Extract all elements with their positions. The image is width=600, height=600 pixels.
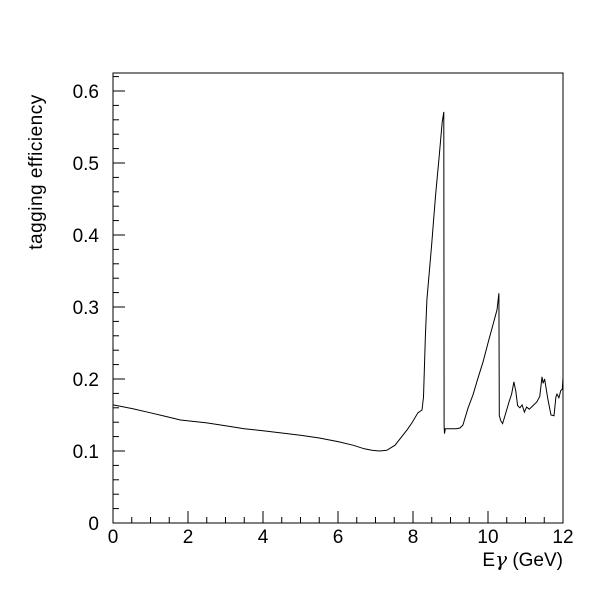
y-axis-title: tagging efficiency <box>25 42 49 302</box>
y-tick-label: 0.2 <box>73 370 99 391</box>
x-tick-label: 8 <box>408 527 419 548</box>
x-axis-title-suffix: (GeV) <box>507 550 563 571</box>
x-tick-label: 2 <box>183 527 194 548</box>
y-tick-label: 0.5 <box>73 154 99 175</box>
x-tick-label: 6 <box>333 527 344 548</box>
gamma-symbol: γ <box>495 547 508 571</box>
x-tick-label: 4 <box>258 527 269 548</box>
x-tick-label: 0 <box>108 527 119 548</box>
efficiency-curve <box>112 111 564 452</box>
x-axis-title: Eγ (GeV) <box>482 547 563 572</box>
y-tick-label: 0 <box>88 514 99 535</box>
y-tick-label: 0.1 <box>73 442 99 463</box>
y-tick-label: 0.3 <box>73 298 99 319</box>
x-tick-label: 12 <box>552 527 573 548</box>
plot-frame <box>112 72 564 524</box>
y-axis-title-text: tagging efficiency <box>26 94 47 250</box>
x-axis-title-prefix: E <box>482 550 496 571</box>
y-tick-label: 0.6 <box>73 82 99 103</box>
y-tick-label: 0.4 <box>73 226 100 247</box>
x-tick-label: 10 <box>477 527 498 548</box>
